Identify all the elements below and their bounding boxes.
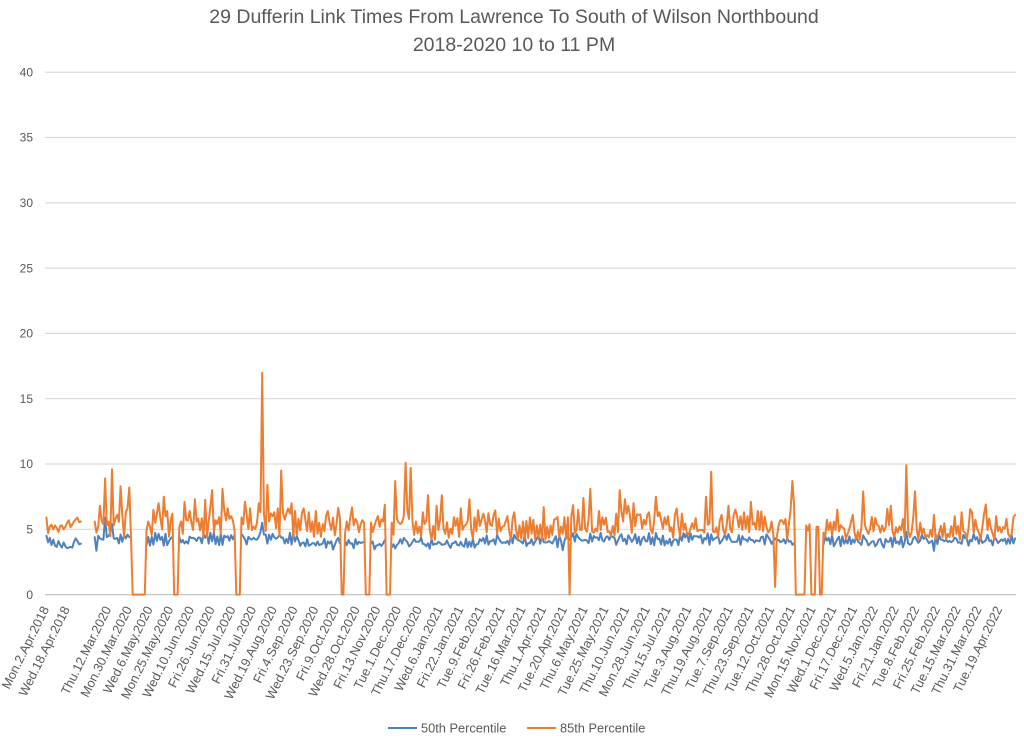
svg-text:35: 35 — [20, 131, 34, 145]
svg-text:20: 20 — [20, 327, 34, 341]
svg-text:15: 15 — [20, 392, 34, 406]
svg-text:25: 25 — [20, 261, 34, 275]
svg-text:40: 40 — [20, 65, 34, 79]
svg-text:0: 0 — [26, 588, 33, 602]
svg-text:29 Dufferin Link Times From La: 29 Dufferin Link Times From Lawrence To … — [209, 6, 819, 28]
svg-text:10: 10 — [20, 457, 34, 471]
svg-text:5: 5 — [26, 523, 33, 537]
svg-text:2018-2020 10 to 11 PM: 2018-2020 10 to 11 PM — [413, 34, 615, 56]
svg-text:50th Percentile: 50th Percentile — [421, 721, 506, 736]
svg-text:30: 30 — [20, 196, 34, 210]
svg-text:85th Percentile: 85th Percentile — [560, 721, 645, 736]
